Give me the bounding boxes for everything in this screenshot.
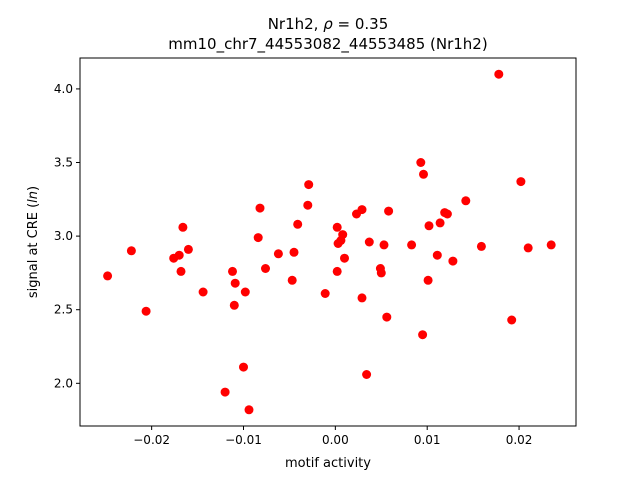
data-point-48 [432, 250, 442, 260]
data-point-24 [304, 180, 314, 190]
data-point-53 [461, 196, 471, 206]
y-tick-label: 3.5 [54, 156, 73, 170]
data-point-17 [255, 203, 265, 213]
data-point-49 [435, 218, 445, 228]
x-tick-label: −0.02 [133, 433, 170, 447]
data-point-33 [357, 293, 367, 303]
data-point-35 [362, 370, 372, 379]
data-points [103, 69, 556, 415]
data-point-27 [332, 222, 342, 232]
data-point-26 [332, 266, 342, 276]
data-point-22 [293, 219, 303, 229]
data-point-25 [320, 289, 330, 298]
data-point-10 [228, 266, 237, 276]
data-point-2 [141, 306, 151, 316]
data-point-8 [198, 287, 208, 297]
data-point-11 [229, 300, 239, 310]
data-point-23 [303, 200, 313, 210]
x-axis-ticks: −0.02 −0.01 0.00 0.01 0.02 [133, 426, 532, 447]
y-axis-ticks: 2.0 2.5 3.0 3.5 4.0 [54, 82, 80, 390]
x-axis-label: motif activity [285, 456, 371, 471]
data-point-0 [103, 271, 113, 281]
data-point-4 [174, 250, 184, 260]
data-point-51 [442, 209, 452, 219]
data-point-21 [289, 247, 299, 257]
data-point-34 [357, 205, 367, 215]
data-point-38 [376, 268, 386, 278]
x-tick-label: 0.00 [322, 433, 349, 447]
data-point-9 [220, 387, 230, 397]
data-point-7 [183, 244, 193, 254]
chart-title-line2: mm10_chr7_44553082_44553485 (Nr1h2) [168, 35, 487, 54]
data-point-19 [273, 249, 283, 259]
data-point-39 [379, 240, 389, 250]
plot-frame [79, 57, 577, 427]
data-point-1 [126, 246, 136, 256]
y-tick-label: 4.0 [54, 82, 73, 96]
data-point-5 [176, 266, 186, 276]
data-point-44 [418, 330, 428, 340]
data-point-6 [178, 222, 188, 232]
x-tick-label: −0.01 [225, 433, 262, 447]
data-point-14 [240, 287, 250, 297]
data-point-56 [507, 315, 517, 325]
data-point-52 [448, 256, 458, 266]
data-point-45 [419, 169, 428, 179]
y-axis-label: signal at CRE (ln) [26, 186, 41, 298]
data-point-58 [523, 243, 533, 253]
data-point-36 [364, 237, 374, 247]
data-point-57 [516, 177, 526, 187]
data-point-31 [340, 253, 349, 263]
data-point-54 [476, 241, 486, 251]
data-point-16 [253, 233, 263, 243]
y-tick-label: 2.0 [54, 376, 73, 390]
y-tick-label: 2.5 [54, 303, 73, 317]
data-point-55 [494, 69, 504, 79]
data-point-18 [261, 264, 270, 273]
data-point-30 [338, 230, 348, 240]
x-tick-label: 0.01 [414, 433, 441, 447]
data-point-12 [230, 278, 240, 288]
y-tick-label: 3.0 [54, 229, 73, 243]
data-point-42 [407, 240, 417, 250]
data-point-15 [244, 405, 254, 415]
data-point-13 [239, 362, 248, 372]
data-point-41 [384, 206, 394, 216]
chart-title-line1: Nr1h2, ρ = 0.35 [268, 15, 389, 33]
data-point-47 [424, 221, 434, 231]
data-point-20 [287, 275, 297, 285]
data-point-59 [546, 240, 556, 250]
data-point-40 [382, 312, 392, 322]
data-point-46 [423, 275, 433, 285]
data-point-43 [416, 158, 426, 167]
x-tick-label: 0.02 [506, 433, 533, 447]
